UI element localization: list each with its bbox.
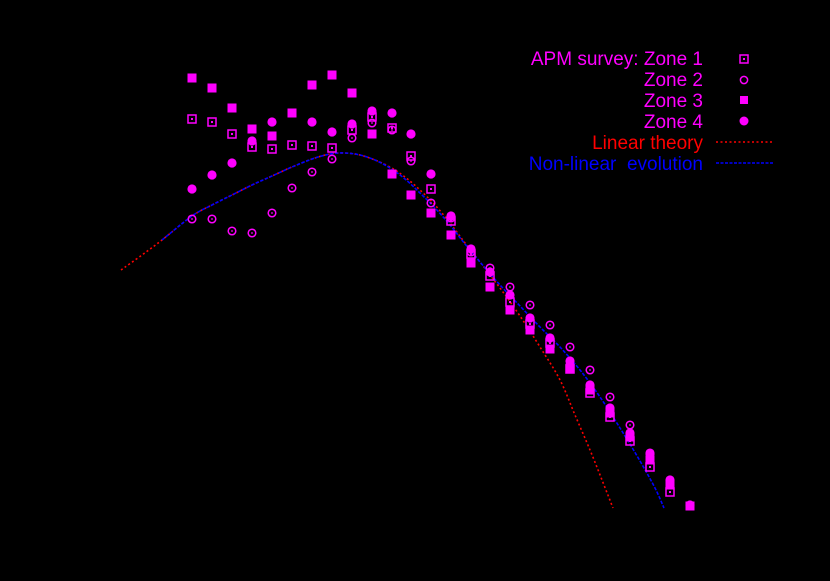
data-point-zone-3 — [565, 363, 575, 373]
data-point-zone-3 — [466, 258, 476, 268]
data-point-zone-1 — [227, 129, 237, 139]
data-point-zone-4 — [625, 428, 635, 438]
data-point-zone-1 — [426, 184, 436, 194]
data-point-zone-3 — [505, 305, 515, 315]
data-point-zone-3 — [545, 344, 555, 354]
legend-marker-zone-1-icon — [739, 54, 749, 64]
data-point-zone-2 — [187, 214, 197, 224]
data-point-zone-3 — [227, 103, 237, 113]
data-point-zone-2 — [525, 300, 535, 310]
data-point-zone-4 — [525, 313, 535, 323]
data-point-zone-3 — [327, 70, 337, 80]
data-point-zone-4 — [327, 127, 337, 137]
data-point-zone-2 — [426, 198, 436, 208]
data-point-zone-3 — [267, 131, 277, 141]
legend-marker-zone-3-icon — [740, 96, 748, 104]
data-points-layer — [187, 70, 695, 511]
data-point-zone-3 — [247, 124, 257, 134]
data-point-zone-4 — [267, 117, 277, 127]
data-point-zone-4 — [187, 184, 197, 194]
data-point-zone-4 — [665, 475, 675, 485]
data-point-zone-4 — [406, 129, 416, 139]
data-point-zone-2 — [347, 133, 357, 143]
data-point-zone-2 — [247, 228, 257, 238]
legend-label-zone-4: Zone 4 — [644, 112, 704, 133]
data-point-zone-4 — [485, 267, 495, 277]
data-point-zone-4 — [387, 108, 397, 118]
data-point-zone-4 — [605, 403, 615, 413]
data-point-zone-3 — [207, 83, 217, 93]
data-point-zone-3 — [387, 169, 397, 179]
data-point-zone-1 — [267, 144, 277, 154]
data-point-zone-4 — [545, 333, 555, 343]
legend-marker-zone-2-icon — [739, 75, 749, 85]
data-point-zone-3 — [307, 80, 317, 90]
data-point-zone-4 — [227, 158, 237, 168]
data-point-zone-2 — [327, 154, 337, 164]
data-point-zone-4 — [446, 211, 456, 221]
data-point-zone-1 — [327, 143, 337, 153]
data-point-zone-3 — [367, 129, 377, 139]
data-point-zone-3 — [585, 385, 595, 395]
data-point-zone-2 — [545, 320, 555, 330]
data-point-zone-3 — [406, 190, 416, 200]
legend-label-zone-2: Zone 2 — [644, 70, 703, 91]
data-point-zone-2 — [605, 392, 615, 402]
data-point-zone-3 — [665, 480, 675, 490]
data-point-zone-3 — [605, 408, 615, 418]
nonlinear-evolution-curve — [161, 152, 665, 509]
data-point-zone-3 — [525, 325, 535, 335]
data-point-zone-4 — [207, 170, 217, 180]
data-point-zone-3 — [645, 455, 655, 465]
data-point-zone-3 — [485, 282, 495, 292]
data-point-zone-1 — [287, 140, 297, 150]
legend-label-linear-theory: Linear theory — [592, 133, 703, 154]
data-point-zone-1 — [187, 114, 197, 124]
data-point-zone-2 — [367, 118, 377, 128]
data-point-zone-2 — [287, 183, 297, 193]
data-point-zone-3 — [347, 88, 357, 98]
data-point-zone-4 — [307, 117, 317, 127]
data-point-zone-3 — [446, 230, 456, 240]
curves-layer — [120, 152, 665, 509]
legend-label-nonlinear-evolution: Non-linear evolution — [529, 154, 703, 175]
legend: APM survey: Zone 1 Zone 2 Zone 3 Zone 4 … — [529, 49, 773, 175]
data-point-zone-3 — [187, 73, 197, 83]
data-point-zone-1 — [406, 151, 416, 161]
data-point-zone-4 — [505, 290, 515, 300]
data-point-zone-4 — [247, 136, 257, 146]
data-point-zone-2 — [406, 156, 416, 166]
data-point-zone-2 — [267, 208, 277, 218]
data-point-zone-4 — [347, 119, 357, 129]
data-point-zone-4 — [565, 356, 575, 366]
data-point-zone-2 — [565, 342, 575, 352]
data-point-zone-4 — [585, 380, 595, 390]
data-point-zone-1 — [307, 141, 317, 151]
data-point-zone-1 — [207, 117, 217, 127]
data-point-zone-3 — [287, 108, 297, 118]
data-point-zone-2 — [387, 125, 397, 135]
data-point-zone-3 — [426, 208, 436, 218]
legend-label-zone-3: Zone 3 — [644, 91, 703, 112]
data-point-zone-2 — [307, 167, 317, 177]
data-point-zone-4 — [466, 244, 476, 254]
data-point-zone-4 — [426, 169, 436, 179]
data-point-zone-2 — [227, 226, 237, 236]
legend-label-zone-1: APM survey: Zone 1 — [531, 49, 703, 70]
data-point-zone-4 — [645, 449, 655, 459]
data-point-zone-2 — [207, 214, 217, 224]
legend-marker-zone-4-icon — [739, 116, 749, 126]
data-point-zone-4 — [367, 106, 377, 116]
data-point-zone-4 — [685, 500, 695, 510]
data-point-zone-2 — [585, 365, 595, 375]
